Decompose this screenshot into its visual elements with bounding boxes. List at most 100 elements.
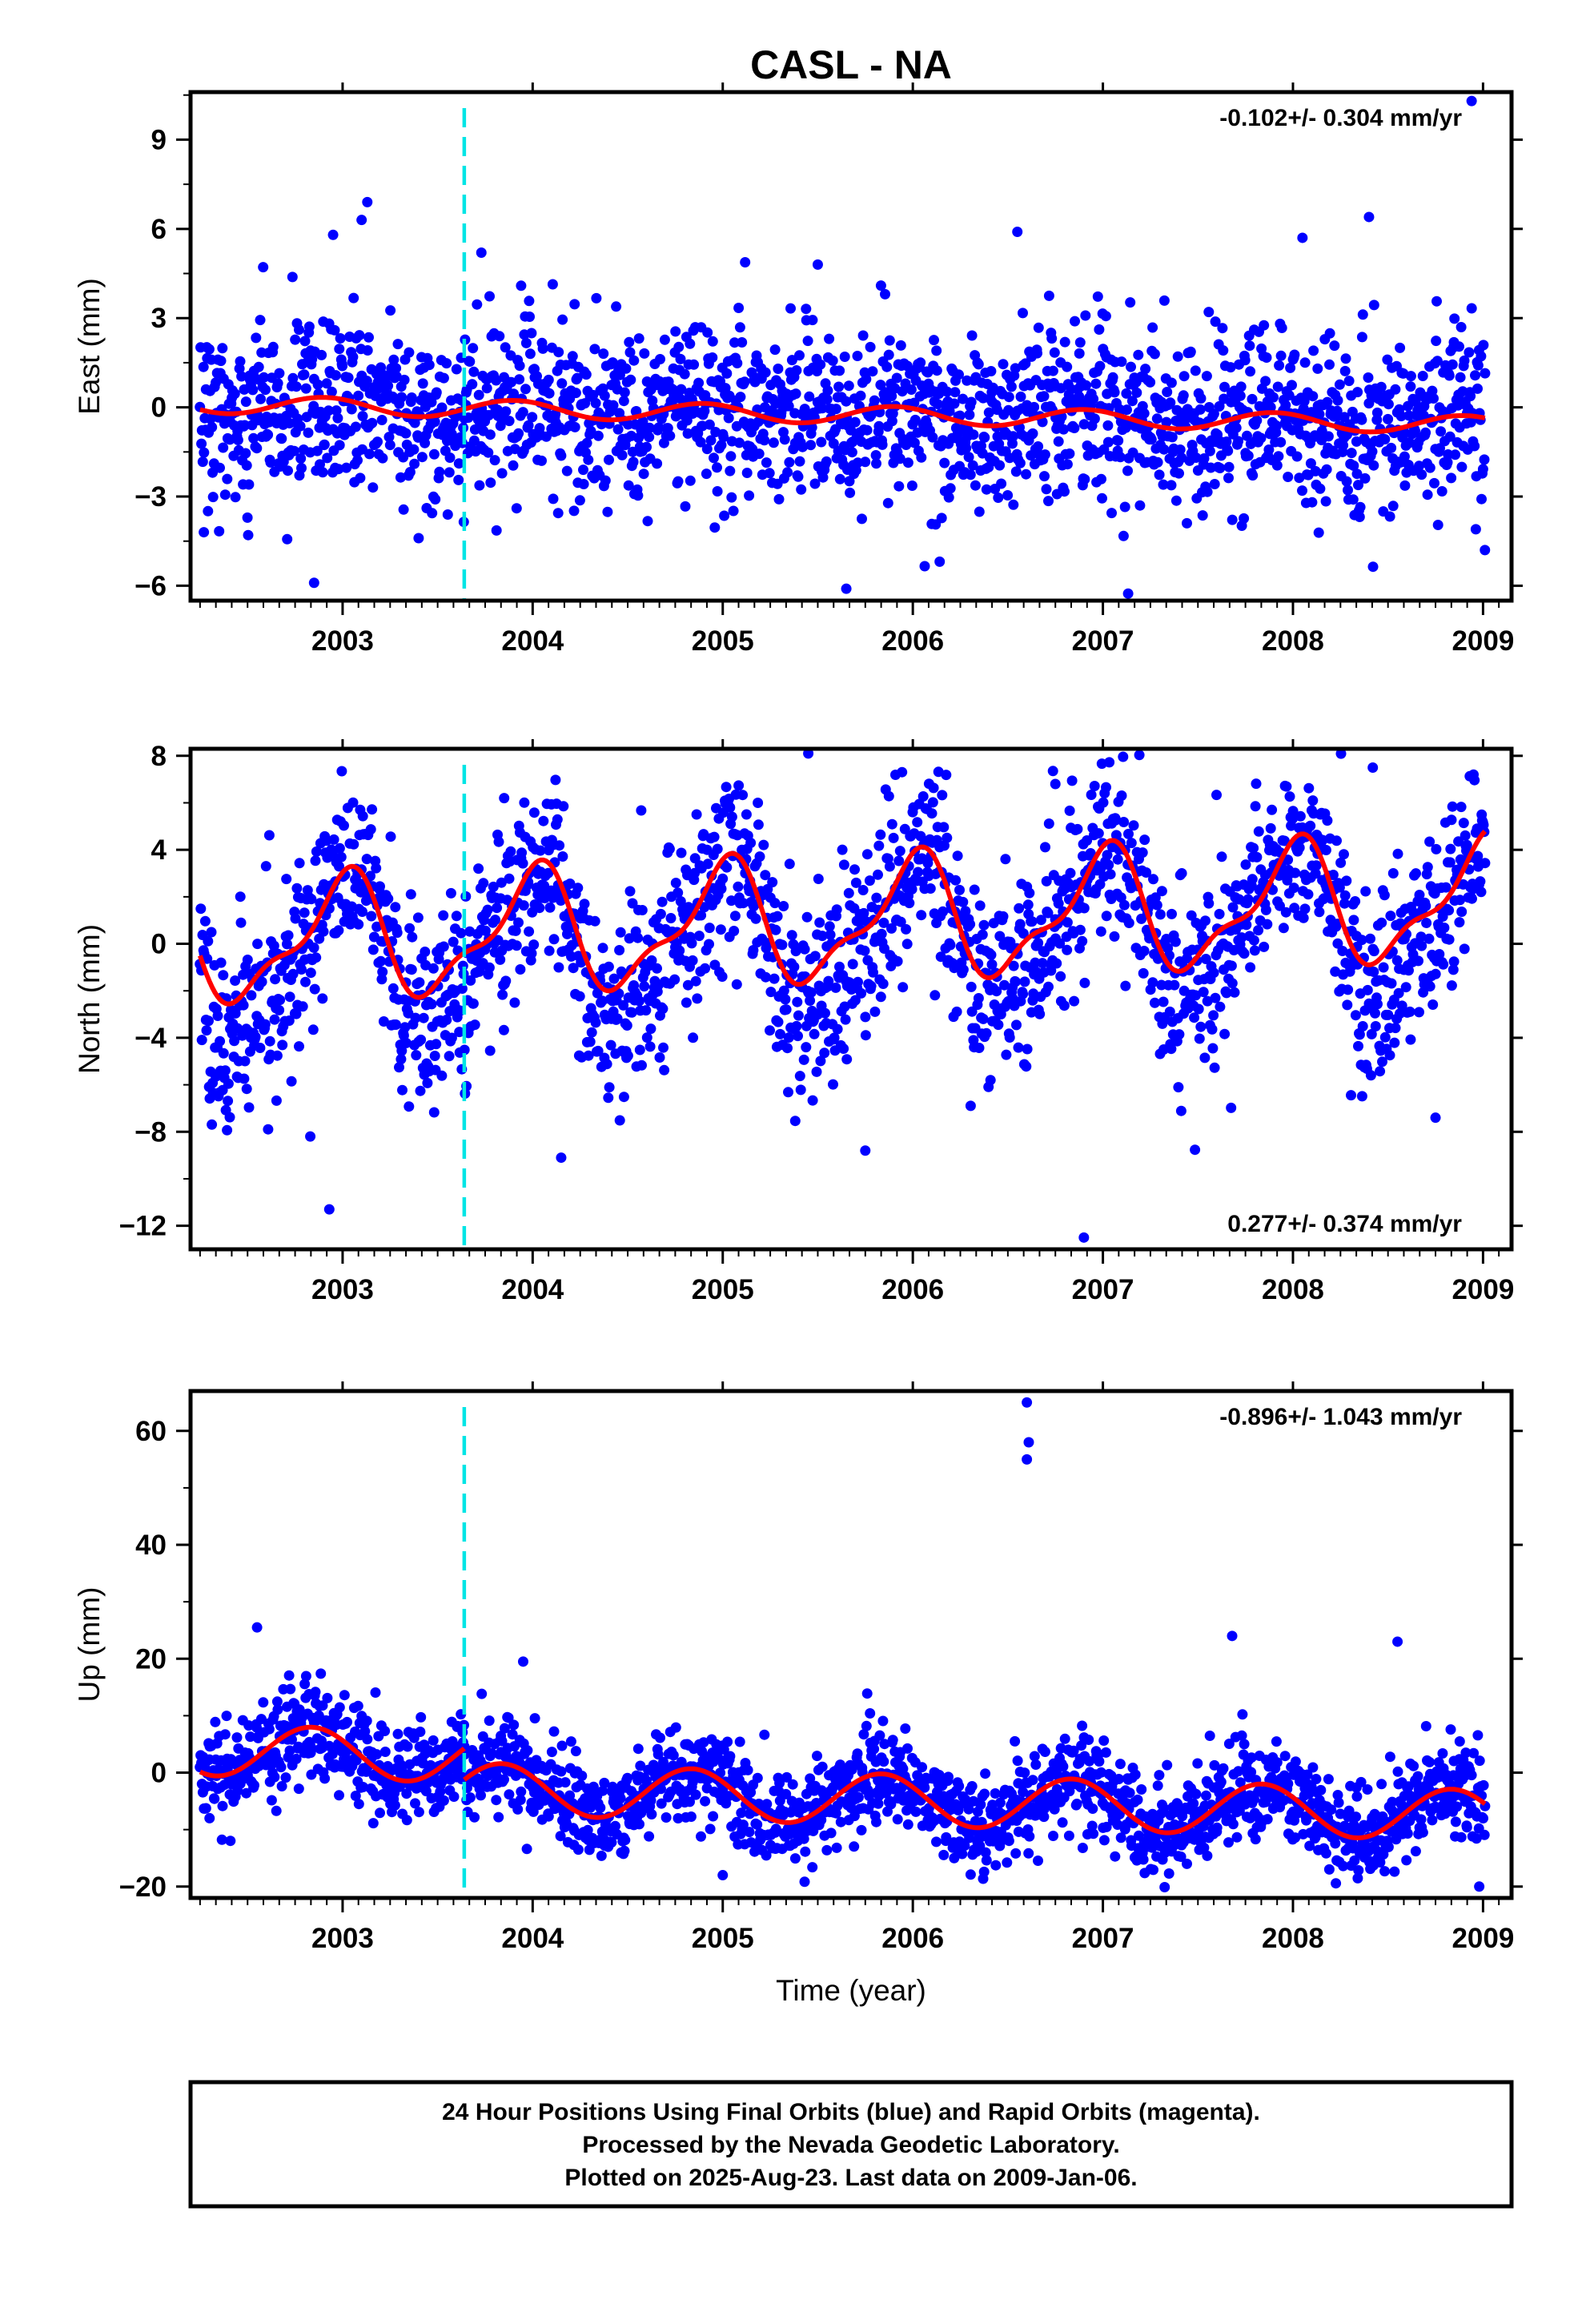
- data-point: [1404, 437, 1415, 448]
- data-point: [322, 1692, 333, 1703]
- data-point: [1413, 955, 1423, 967]
- data-point: [1236, 932, 1247, 943]
- data-point: [1047, 766, 1058, 777]
- data-point: [562, 928, 572, 939]
- y-tick-label: −6: [135, 570, 167, 601]
- data-point: [1043, 981, 1054, 992]
- data-point: [632, 1743, 644, 1755]
- data-point: [704, 419, 715, 430]
- data-point: [673, 476, 684, 487]
- data-point: [516, 280, 527, 292]
- data-point: [518, 900, 529, 911]
- data-point: [524, 312, 535, 322]
- data-point: [1138, 408, 1150, 419]
- data-point: [799, 943, 810, 955]
- data-point: [272, 378, 283, 389]
- data-point: [822, 385, 833, 396]
- data-point: [1062, 944, 1073, 955]
- final-orbit-points: [195, 1397, 1491, 1898]
- data-point: [741, 468, 753, 478]
- data-point: [673, 341, 685, 352]
- data-point: [1405, 1034, 1416, 1045]
- outlier-point: [1012, 227, 1023, 238]
- data-point: [1172, 351, 1183, 362]
- data-point: [1438, 959, 1449, 970]
- data-point: [676, 847, 687, 858]
- data-point: [212, 1011, 223, 1021]
- data-point: [1365, 933, 1375, 944]
- data-point: [333, 464, 344, 475]
- data-point: [1422, 489, 1433, 501]
- data-point: [1095, 926, 1106, 937]
- data-point: [760, 870, 771, 881]
- data-point: [524, 926, 535, 937]
- data-point: [1355, 501, 1366, 513]
- data-point: [299, 907, 310, 919]
- data-point: [1152, 456, 1163, 468]
- data-point: [998, 911, 1009, 922]
- data-point: [799, 404, 810, 415]
- data-point: [1182, 517, 1192, 529]
- data-point: [1165, 397, 1176, 408]
- data-point: [652, 458, 663, 469]
- data-point: [726, 895, 737, 907]
- data-point: [789, 1116, 801, 1127]
- data-point: [817, 931, 828, 942]
- data-point: [1096, 473, 1106, 485]
- data-point: [1147, 322, 1158, 333]
- data-point: [1330, 966, 1341, 977]
- data-point: [775, 1028, 785, 1039]
- data-point: [1357, 1021, 1368, 1031]
- y-tick-label: −4: [135, 1023, 167, 1054]
- data-point: [967, 460, 978, 471]
- data-point: [1453, 836, 1464, 847]
- data-point: [998, 359, 1009, 370]
- data-point: [784, 456, 795, 468]
- data-point: [789, 961, 800, 972]
- data-point: [864, 875, 875, 887]
- data-point: [1376, 917, 1387, 928]
- data-point: [1271, 460, 1283, 471]
- data-point: [702, 327, 713, 338]
- data-point: [1158, 444, 1170, 455]
- data-point: [1415, 931, 1427, 943]
- data-point: [1379, 1031, 1391, 1043]
- data-point: [941, 770, 952, 781]
- plot-frame: [188, 746, 1514, 1252]
- data-point: [624, 336, 635, 348]
- data-point: [496, 468, 508, 479]
- data-point: [444, 467, 455, 478]
- data-point: [599, 1777, 610, 1788]
- data-point: [961, 443, 972, 454]
- outlier-point: [812, 259, 823, 270]
- data-point: [1295, 810, 1306, 822]
- data-point: [1058, 424, 1069, 435]
- data-point: [297, 1001, 308, 1012]
- y-axis-label: East (mm): [73, 278, 106, 415]
- data-point: [284, 991, 295, 1003]
- data-point: [235, 891, 246, 903]
- data-point: [514, 360, 525, 372]
- data-point: [239, 420, 251, 431]
- data-point: [849, 416, 861, 428]
- data-point: [229, 1035, 240, 1047]
- data-point: [394, 1062, 404, 1073]
- outlier-point: [1430, 1112, 1441, 1124]
- data-point: [1366, 1028, 1377, 1039]
- data-point: [1197, 510, 1208, 521]
- data-point: [790, 946, 801, 957]
- data-point: [1259, 941, 1270, 952]
- data-point: [1332, 938, 1343, 949]
- data-point: [1199, 453, 1210, 464]
- data-point: [620, 363, 632, 374]
- data-point: [954, 369, 964, 380]
- data-point: [391, 927, 403, 939]
- data-point: [999, 979, 1010, 991]
- data-point: [1021, 1061, 1032, 1072]
- data-point: [1201, 371, 1212, 382]
- data-point: [1410, 396, 1421, 408]
- data-point: [1239, 513, 1250, 524]
- data-point: [1447, 964, 1459, 975]
- data-point: [1241, 919, 1252, 931]
- data-point: [256, 976, 267, 987]
